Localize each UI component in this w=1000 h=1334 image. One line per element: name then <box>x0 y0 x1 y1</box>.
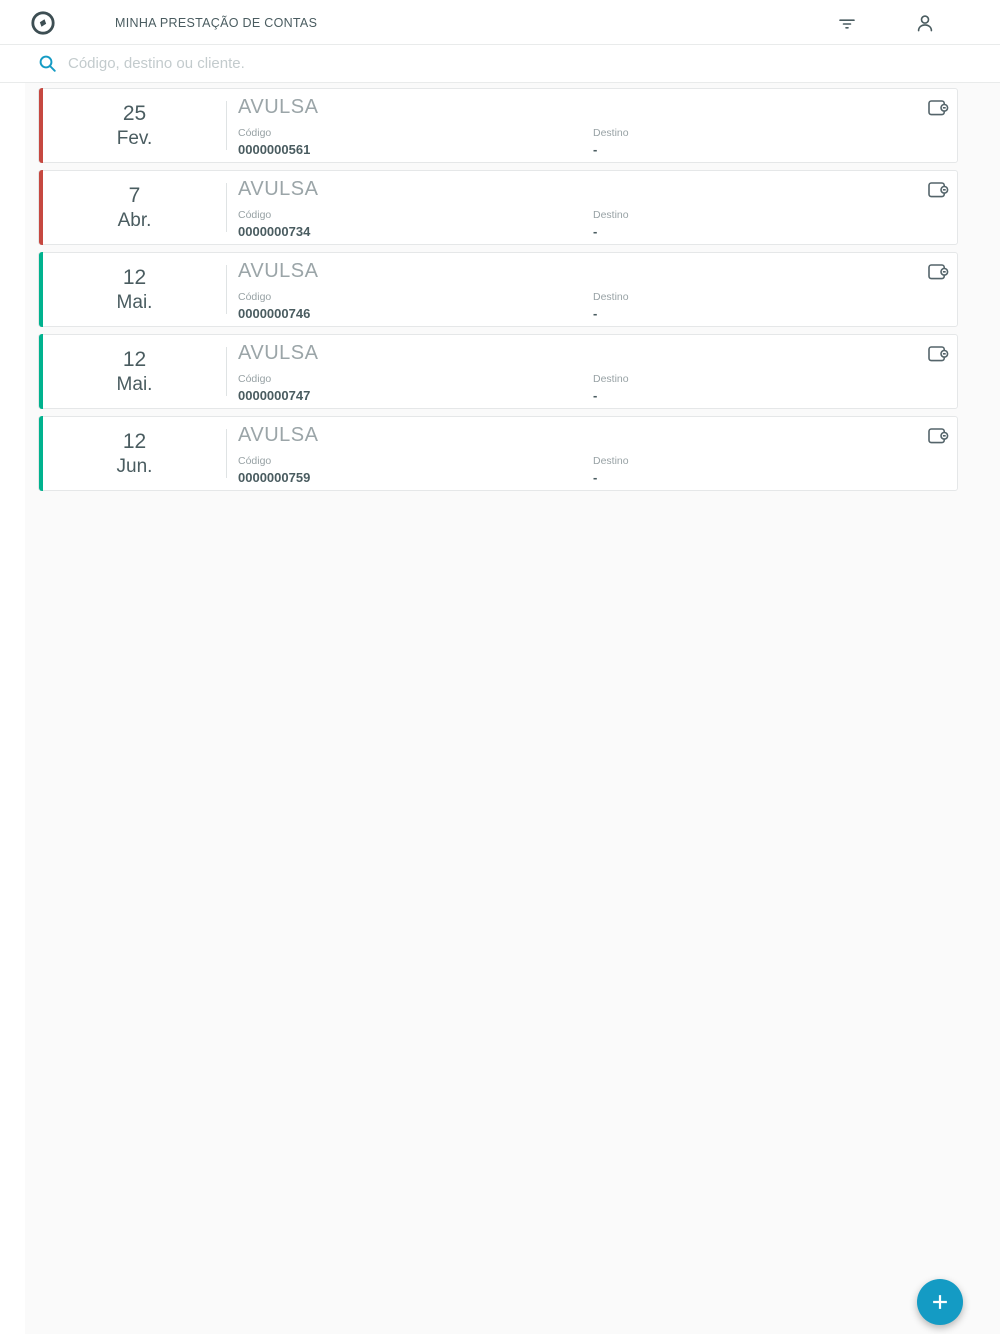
card-date: 7 Abr. <box>43 171 226 244</box>
code-field: Código 0000000561 <box>238 127 310 157</box>
card-title: AVULSA <box>238 260 319 282</box>
card-title: AVULSA <box>238 178 319 200</box>
code-label: Código <box>238 455 272 467</box>
destination-field: Destino - <box>593 373 629 403</box>
code-label: Código <box>238 127 272 139</box>
code-value: 0000000759 <box>238 470 311 485</box>
code-label: Código <box>238 291 272 303</box>
card-date-day: 12 <box>122 265 147 289</box>
status-accent-bar <box>39 252 43 327</box>
card-date-month: Abr. <box>117 209 152 231</box>
code-label: Código <box>238 209 272 221</box>
expense-card[interactable]: 12 Jun. AVULSA Código 0000000759 Destino… <box>38 416 958 491</box>
code-value: 0000000561 <box>238 142 311 157</box>
destination-label: Destino <box>593 455 629 467</box>
filter-icon[interactable] <box>835 11 859 35</box>
destination-label: Destino <box>593 127 629 139</box>
destination-label: Destino <box>593 209 629 221</box>
destination-field: Destino - <box>593 127 629 157</box>
page-title: MINHA PRESTAÇÃO DE CONTAS <box>115 15 318 30</box>
card-divider <box>226 347 227 396</box>
wallet-icon[interactable] <box>926 178 950 202</box>
destination-value: - <box>593 306 598 321</box>
wallet-icon[interactable] <box>926 260 950 284</box>
app-header: MINHA PRESTAÇÃO DE CONTAS <box>0 0 1000 45</box>
card-date-month: Jun. <box>116 455 153 477</box>
card-divider <box>226 265 227 314</box>
status-accent-bar <box>39 170 43 245</box>
card-date-day: 7 <box>128 183 141 207</box>
destination-value: - <box>593 224 598 239</box>
destination-value: - <box>593 142 598 157</box>
card-title: AVULSA <box>238 424 319 446</box>
expense-card[interactable]: 25 Fev. AVULSA Código 0000000561 Destino… <box>38 88 958 163</box>
card-main: AVULSA Código 0000000746 Destino - <box>238 253 917 326</box>
code-field: Código 0000000746 <box>238 291 310 321</box>
code-value: 0000000746 <box>238 306 311 321</box>
destination-label: Destino <box>593 373 629 385</box>
destination-field: Destino - <box>593 291 629 321</box>
cards-list: 25 Fev. AVULSA Código 0000000561 Destino… <box>25 88 1000 491</box>
code-field: Código 0000000747 <box>238 373 310 403</box>
destination-field: Destino - <box>593 455 629 485</box>
search-input[interactable] <box>68 45 948 82</box>
card-divider <box>226 429 227 478</box>
code-value: 0000000734 <box>238 224 311 239</box>
destination-label: Destino <box>593 291 629 303</box>
card-divider <box>226 101 227 150</box>
code-label: Código <box>238 373 272 385</box>
expense-card[interactable]: 12 Mai. AVULSA Código 0000000746 Destino… <box>38 252 958 327</box>
wallet-icon[interactable] <box>926 424 950 448</box>
card-title: AVULSA <box>238 96 319 118</box>
card-divider <box>226 183 227 232</box>
content-area: 25 Fev. AVULSA Código 0000000561 Destino… <box>25 83 1000 1334</box>
destination-field: Destino - <box>593 209 629 239</box>
card-date-day: 12 <box>122 347 147 371</box>
user-icon[interactable] <box>913 11 937 35</box>
card-main: AVULSA Código 0000000759 Destino - <box>238 417 917 490</box>
card-main: AVULSA Código 0000000747 Destino - <box>238 335 917 408</box>
card-main: AVULSA Código 0000000561 Destino - <box>238 89 917 162</box>
plus-icon <box>929 1291 951 1313</box>
card-date-day: 25 <box>122 101 147 125</box>
code-value: 0000000747 <box>238 388 311 403</box>
status-accent-bar <box>39 88 43 163</box>
wallet-icon[interactable] <box>926 96 950 120</box>
wallet-icon[interactable] <box>926 342 950 366</box>
destination-value: - <box>593 470 598 485</box>
card-date: 12 Mai. <box>43 253 226 326</box>
code-field: Código 0000000734 <box>238 209 310 239</box>
status-accent-bar <box>39 334 43 409</box>
expense-card[interactable]: 12 Mai. AVULSA Código 0000000747 Destino… <box>38 334 958 409</box>
search-bar <box>0 45 1000 83</box>
card-date: 25 Fev. <box>43 89 226 162</box>
card-date: 12 Jun. <box>43 417 226 490</box>
card-title: AVULSA <box>238 342 319 364</box>
expense-card[interactable]: 7 Abr. AVULSA Código 0000000734 Destino … <box>38 170 958 245</box>
card-date-month: Fev. <box>116 127 153 149</box>
add-button[interactable] <box>917 1279 963 1325</box>
card-date: 12 Mai. <box>43 335 226 408</box>
card-date-day: 12 <box>122 429 147 453</box>
card-date-month: Mai. <box>116 291 153 313</box>
status-accent-bar <box>39 416 43 491</box>
card-main: AVULSA Código 0000000734 Destino - <box>238 171 917 244</box>
destination-value: - <box>593 388 598 403</box>
search-icon <box>37 53 58 74</box>
card-date-month: Mai. <box>116 373 153 395</box>
totvs-logo-icon <box>30 10 56 36</box>
code-field: Código 0000000759 <box>238 455 310 485</box>
